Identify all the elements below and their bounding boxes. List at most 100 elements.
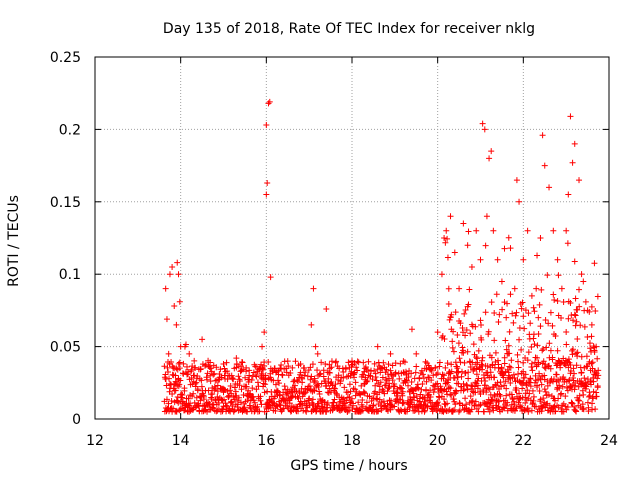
data-point bbox=[558, 390, 565, 397]
x-axis-label: GPS time / hours bbox=[290, 458, 407, 474]
axis-ticks: 12 14 16 18 20 22 24 0 0.05 0.1 0.15 0.2 0.25 bbox=[50, 50, 618, 449]
data-point bbox=[588, 333, 595, 340]
data-point bbox=[244, 397, 251, 404]
data-point bbox=[237, 363, 244, 370]
data-point bbox=[341, 384, 348, 391]
data-point bbox=[263, 122, 270, 129]
data-point bbox=[231, 384, 238, 391]
data-point bbox=[530, 397, 537, 404]
data-point bbox=[564, 387, 571, 394]
data-point bbox=[541, 386, 548, 393]
data-point bbox=[162, 285, 169, 292]
data-point bbox=[423, 378, 430, 385]
data-point bbox=[487, 369, 494, 376]
data-point bbox=[261, 329, 268, 336]
data-point bbox=[533, 403, 540, 410]
data-point bbox=[421, 365, 428, 372]
data-point bbox=[220, 403, 227, 410]
data-point bbox=[288, 388, 295, 395]
data-point bbox=[479, 366, 486, 373]
data-point bbox=[231, 406, 238, 413]
data-point bbox=[486, 352, 493, 359]
data-point bbox=[482, 382, 489, 389]
data-point bbox=[586, 308, 593, 315]
data-point bbox=[433, 371, 440, 378]
data-point bbox=[175, 399, 182, 406]
data-point bbox=[527, 375, 534, 382]
data-point bbox=[405, 373, 412, 380]
data-point bbox=[518, 346, 525, 353]
data-point bbox=[535, 330, 542, 337]
data-point bbox=[185, 368, 192, 375]
data-point bbox=[554, 298, 561, 305]
data-point bbox=[302, 407, 309, 414]
data-point bbox=[507, 291, 514, 298]
data-point bbox=[504, 407, 511, 414]
data-point bbox=[579, 387, 586, 394]
data-point bbox=[243, 364, 250, 371]
data-point bbox=[515, 371, 522, 378]
data-point bbox=[284, 403, 291, 410]
data-point bbox=[500, 404, 507, 411]
data-point bbox=[217, 366, 224, 373]
data-point bbox=[422, 358, 429, 365]
data-point bbox=[492, 404, 499, 411]
data-point bbox=[486, 386, 493, 393]
data-point bbox=[296, 389, 303, 396]
data-point bbox=[257, 397, 264, 404]
data-point bbox=[239, 358, 246, 365]
data-point bbox=[411, 407, 418, 414]
data-point bbox=[461, 359, 468, 366]
data-point bbox=[168, 381, 175, 388]
data-point bbox=[470, 341, 477, 348]
data-point bbox=[279, 371, 286, 378]
data-point bbox=[392, 360, 399, 367]
data-point bbox=[276, 391, 283, 398]
data-point bbox=[266, 399, 273, 406]
data-point bbox=[564, 240, 571, 247]
data-point bbox=[565, 315, 572, 322]
data-point bbox=[197, 366, 204, 373]
data-point bbox=[508, 357, 515, 364]
data-point bbox=[464, 386, 471, 393]
data-point bbox=[358, 382, 365, 389]
data-point bbox=[526, 379, 533, 386]
data-point bbox=[534, 382, 541, 389]
data-point bbox=[574, 306, 581, 313]
data-point bbox=[453, 369, 460, 376]
data-point bbox=[447, 370, 454, 377]
data-point bbox=[588, 303, 595, 310]
y-tick-label: 0.1 bbox=[59, 267, 81, 283]
data-point bbox=[346, 381, 353, 388]
data-point bbox=[207, 359, 214, 366]
data-point bbox=[392, 369, 399, 376]
data-point bbox=[247, 390, 254, 397]
data-point bbox=[206, 364, 213, 371]
data-point bbox=[564, 358, 571, 365]
data-point bbox=[576, 303, 583, 310]
data-point bbox=[455, 380, 462, 387]
data-point bbox=[389, 377, 396, 384]
y-tick-label: 0.15 bbox=[50, 195, 81, 211]
data-point bbox=[224, 368, 231, 375]
data-point bbox=[456, 400, 463, 407]
data-point bbox=[276, 380, 283, 387]
data-point bbox=[580, 278, 587, 285]
data-point bbox=[449, 338, 456, 345]
data-point bbox=[575, 397, 582, 404]
data-point bbox=[353, 405, 360, 412]
data-point bbox=[200, 396, 207, 403]
data-point bbox=[316, 371, 323, 378]
data-point bbox=[484, 363, 491, 370]
data-point bbox=[220, 360, 227, 367]
data-point bbox=[444, 400, 451, 407]
data-point bbox=[555, 395, 562, 402]
data-point bbox=[332, 381, 339, 388]
data-point bbox=[227, 383, 234, 390]
data-point bbox=[276, 398, 283, 405]
data-point bbox=[477, 256, 484, 263]
data-point bbox=[504, 399, 511, 406]
data-point bbox=[489, 396, 496, 403]
data-point bbox=[370, 402, 377, 409]
data-point bbox=[451, 374, 458, 381]
